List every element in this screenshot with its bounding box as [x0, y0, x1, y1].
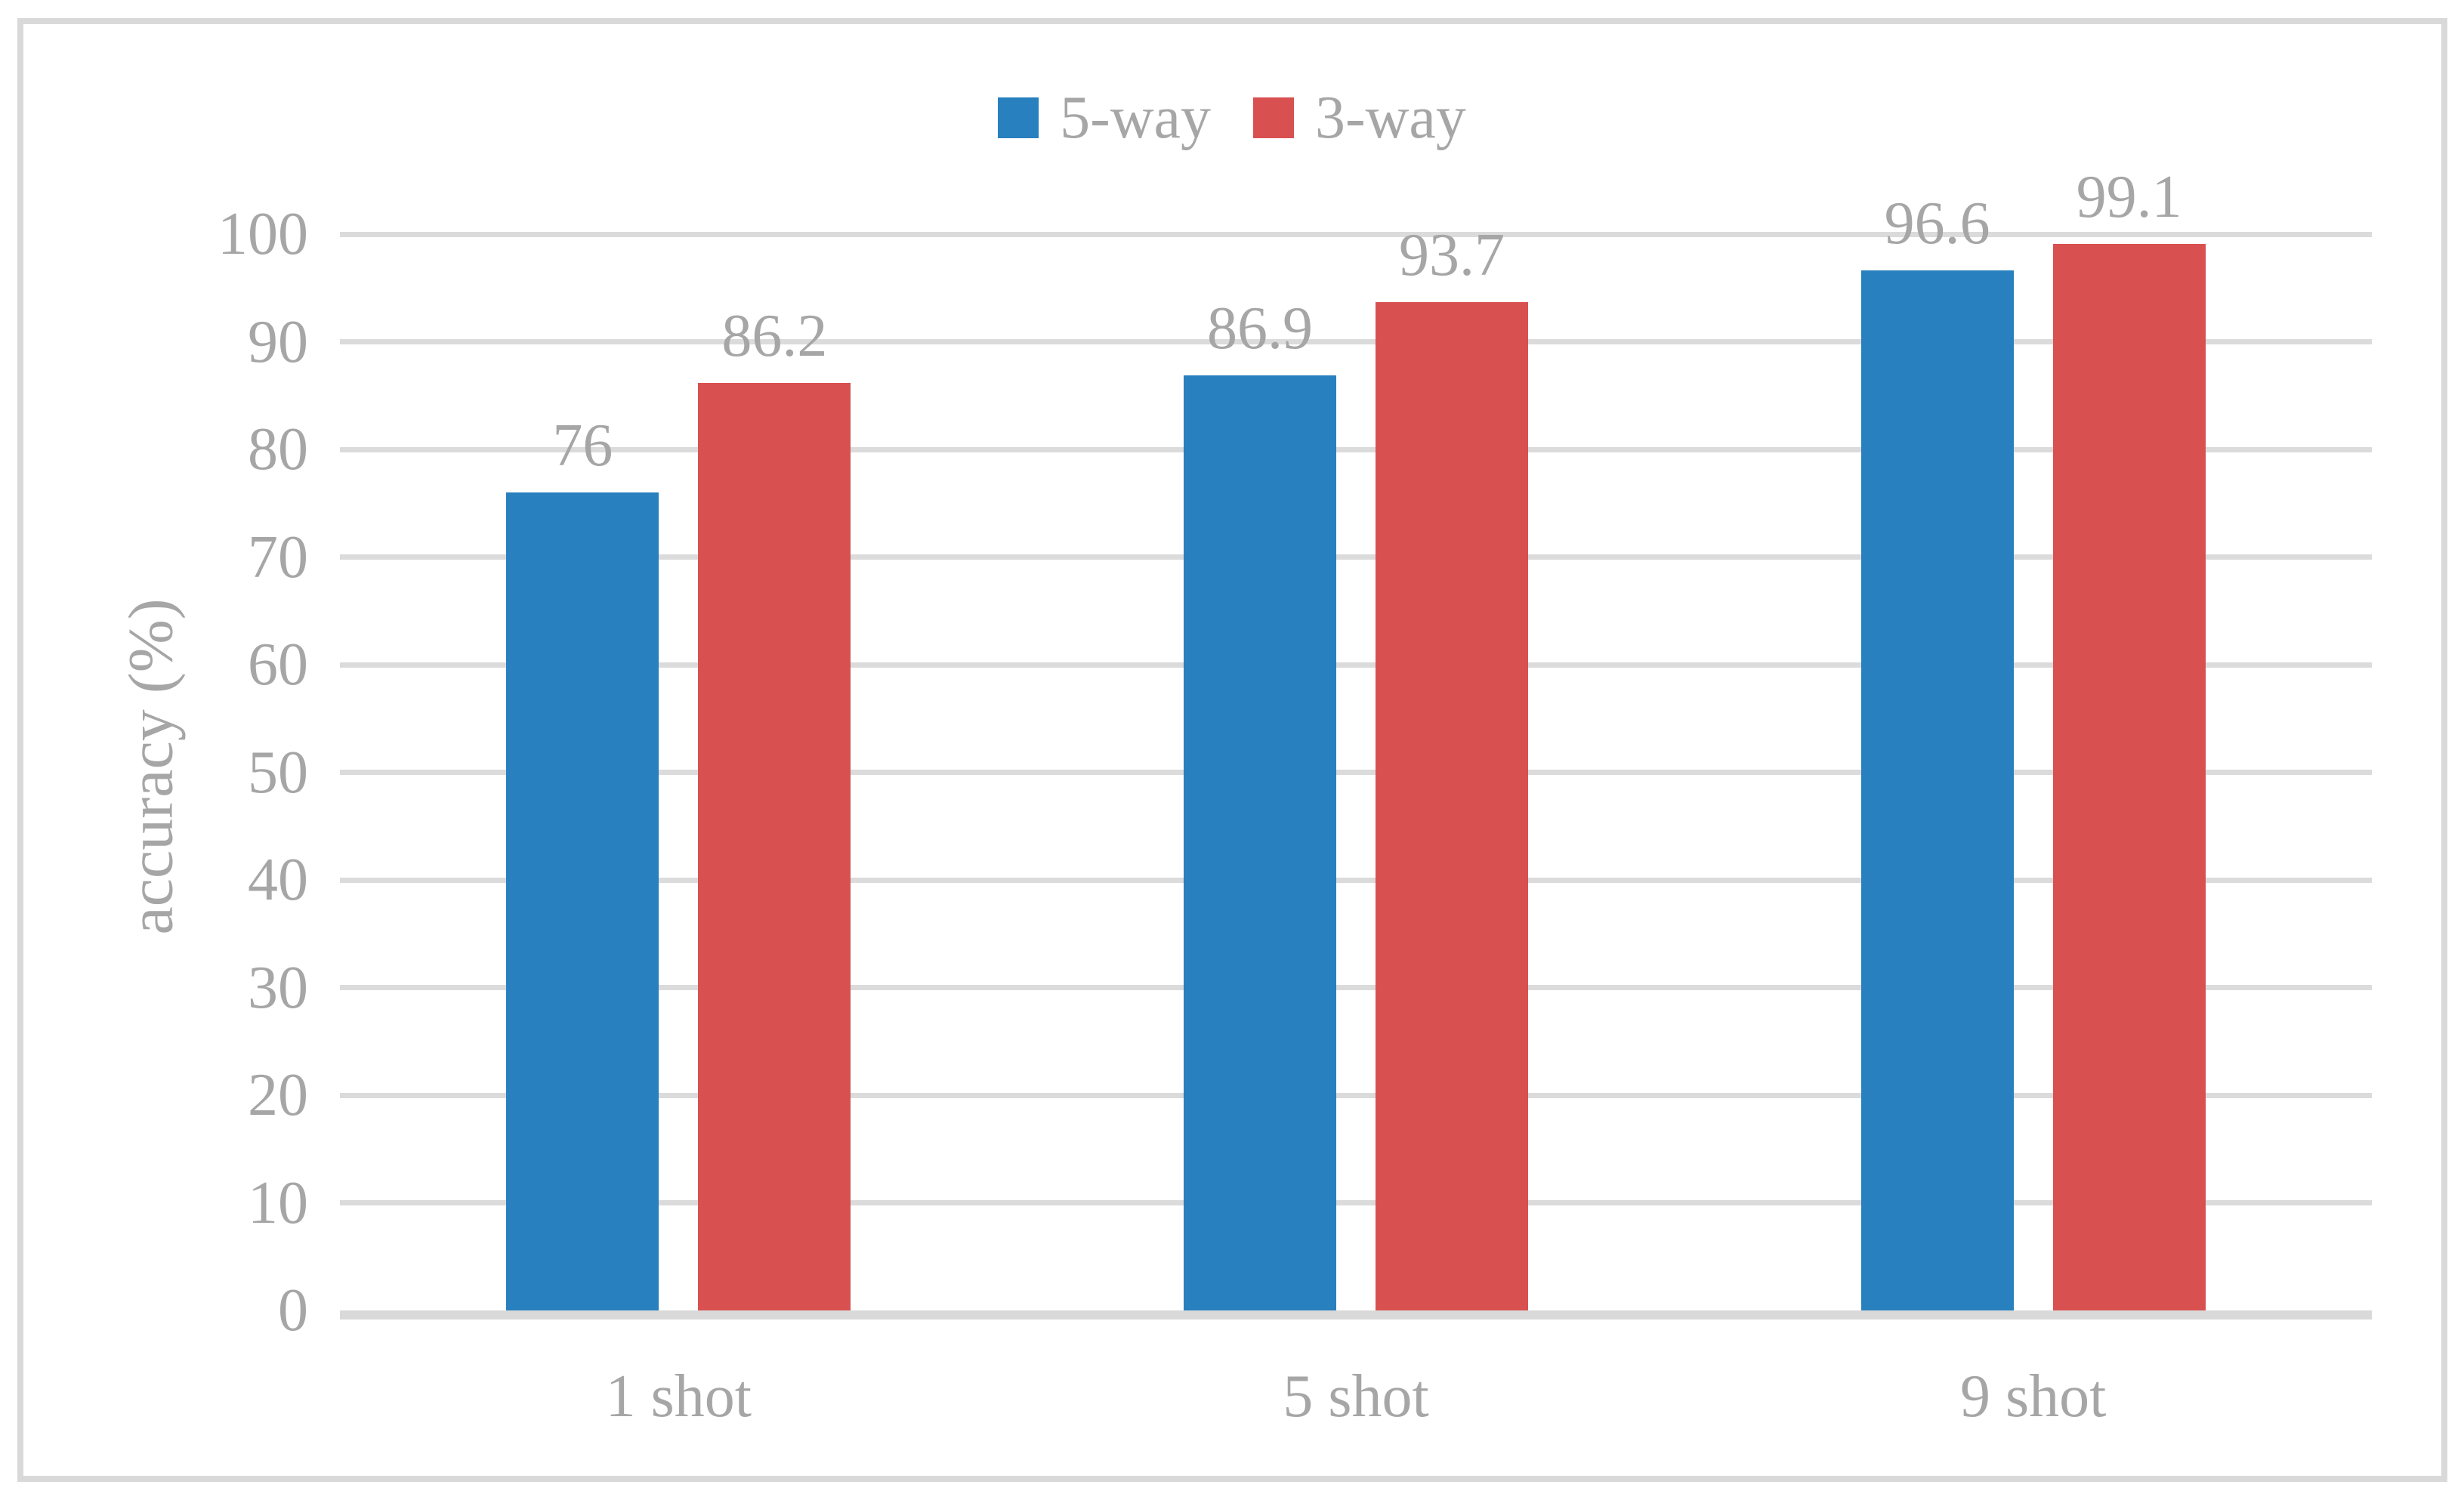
bar-3-way-9-shot [2052, 243, 2206, 1310]
bar-value-label: 86.2 [721, 302, 828, 369]
legend-label: 3-way [1315, 85, 1466, 151]
x-axis-label-5-shot: 5 shot [1283, 1363, 1429, 1430]
y-tick-label: 90 [248, 308, 308, 375]
bar-5-way-1-shot [506, 492, 659, 1310]
gridline [340, 985, 2372, 990]
figure-frame [17, 18, 2447, 1482]
bar-5-way-5-shot [1184, 375, 1336, 1310]
legend-swatch-blue-icon [998, 97, 1039, 138]
gridline [340, 877, 2372, 883]
gridline [340, 446, 2372, 452]
bar-value-label: 76 [552, 412, 613, 479]
y-tick-label: 50 [248, 739, 308, 806]
gridline [340, 662, 2372, 668]
gridline [340, 339, 2372, 344]
legend-swatch-red-icon [1253, 97, 1294, 138]
y-tick-label: 70 [248, 523, 308, 591]
gridline [340, 554, 2372, 560]
y-tick-label: 60 [248, 631, 308, 698]
y-tick-label: 100 [218, 201, 308, 267]
gridline [340, 1200, 2372, 1205]
y-tick-label: 20 [248, 1062, 308, 1128]
y-tick-label: 30 [248, 954, 308, 1021]
x-axis-label-1-shot: 1 shot [605, 1363, 752, 1430]
legend-item-3-way: 3-way [1253, 85, 1466, 151]
legend-label: 5-way [1060, 85, 1211, 151]
y-tick-label: 0 [278, 1277, 308, 1344]
y-tick-label: 40 [248, 847, 308, 913]
legend: 5-way 3-way [0, 85, 2464, 151]
gridline [340, 770, 2372, 775]
bar-5-way-9-shot [1860, 270, 2014, 1310]
y-tick-label: 10 [248, 1169, 308, 1236]
bar-value-label: 99.1 [2076, 163, 2182, 230]
legend-item-5-way: 5-way [998, 85, 1211, 151]
plot-area: 0 10 20 30 40 50 60 70 80 90 100 76 86.2 1 shot 86.9 93… [218, 167, 2372, 1430]
bar-3-way-1-shot [698, 382, 851, 1310]
bar-value-label: 93.7 [1399, 221, 1505, 289]
bar-value-label: 86.9 [1207, 295, 1313, 362]
x-axis-line [340, 1310, 2372, 1320]
gridline [340, 1092, 2372, 1098]
bar-value-label: 96.6 [1884, 190, 1990, 258]
y-tick-label: 80 [248, 416, 308, 483]
bar-3-way-5-shot [1376, 301, 1528, 1310]
x-axis-label-9-shot: 9 shot [1959, 1363, 2107, 1430]
gridline [340, 231, 2372, 237]
